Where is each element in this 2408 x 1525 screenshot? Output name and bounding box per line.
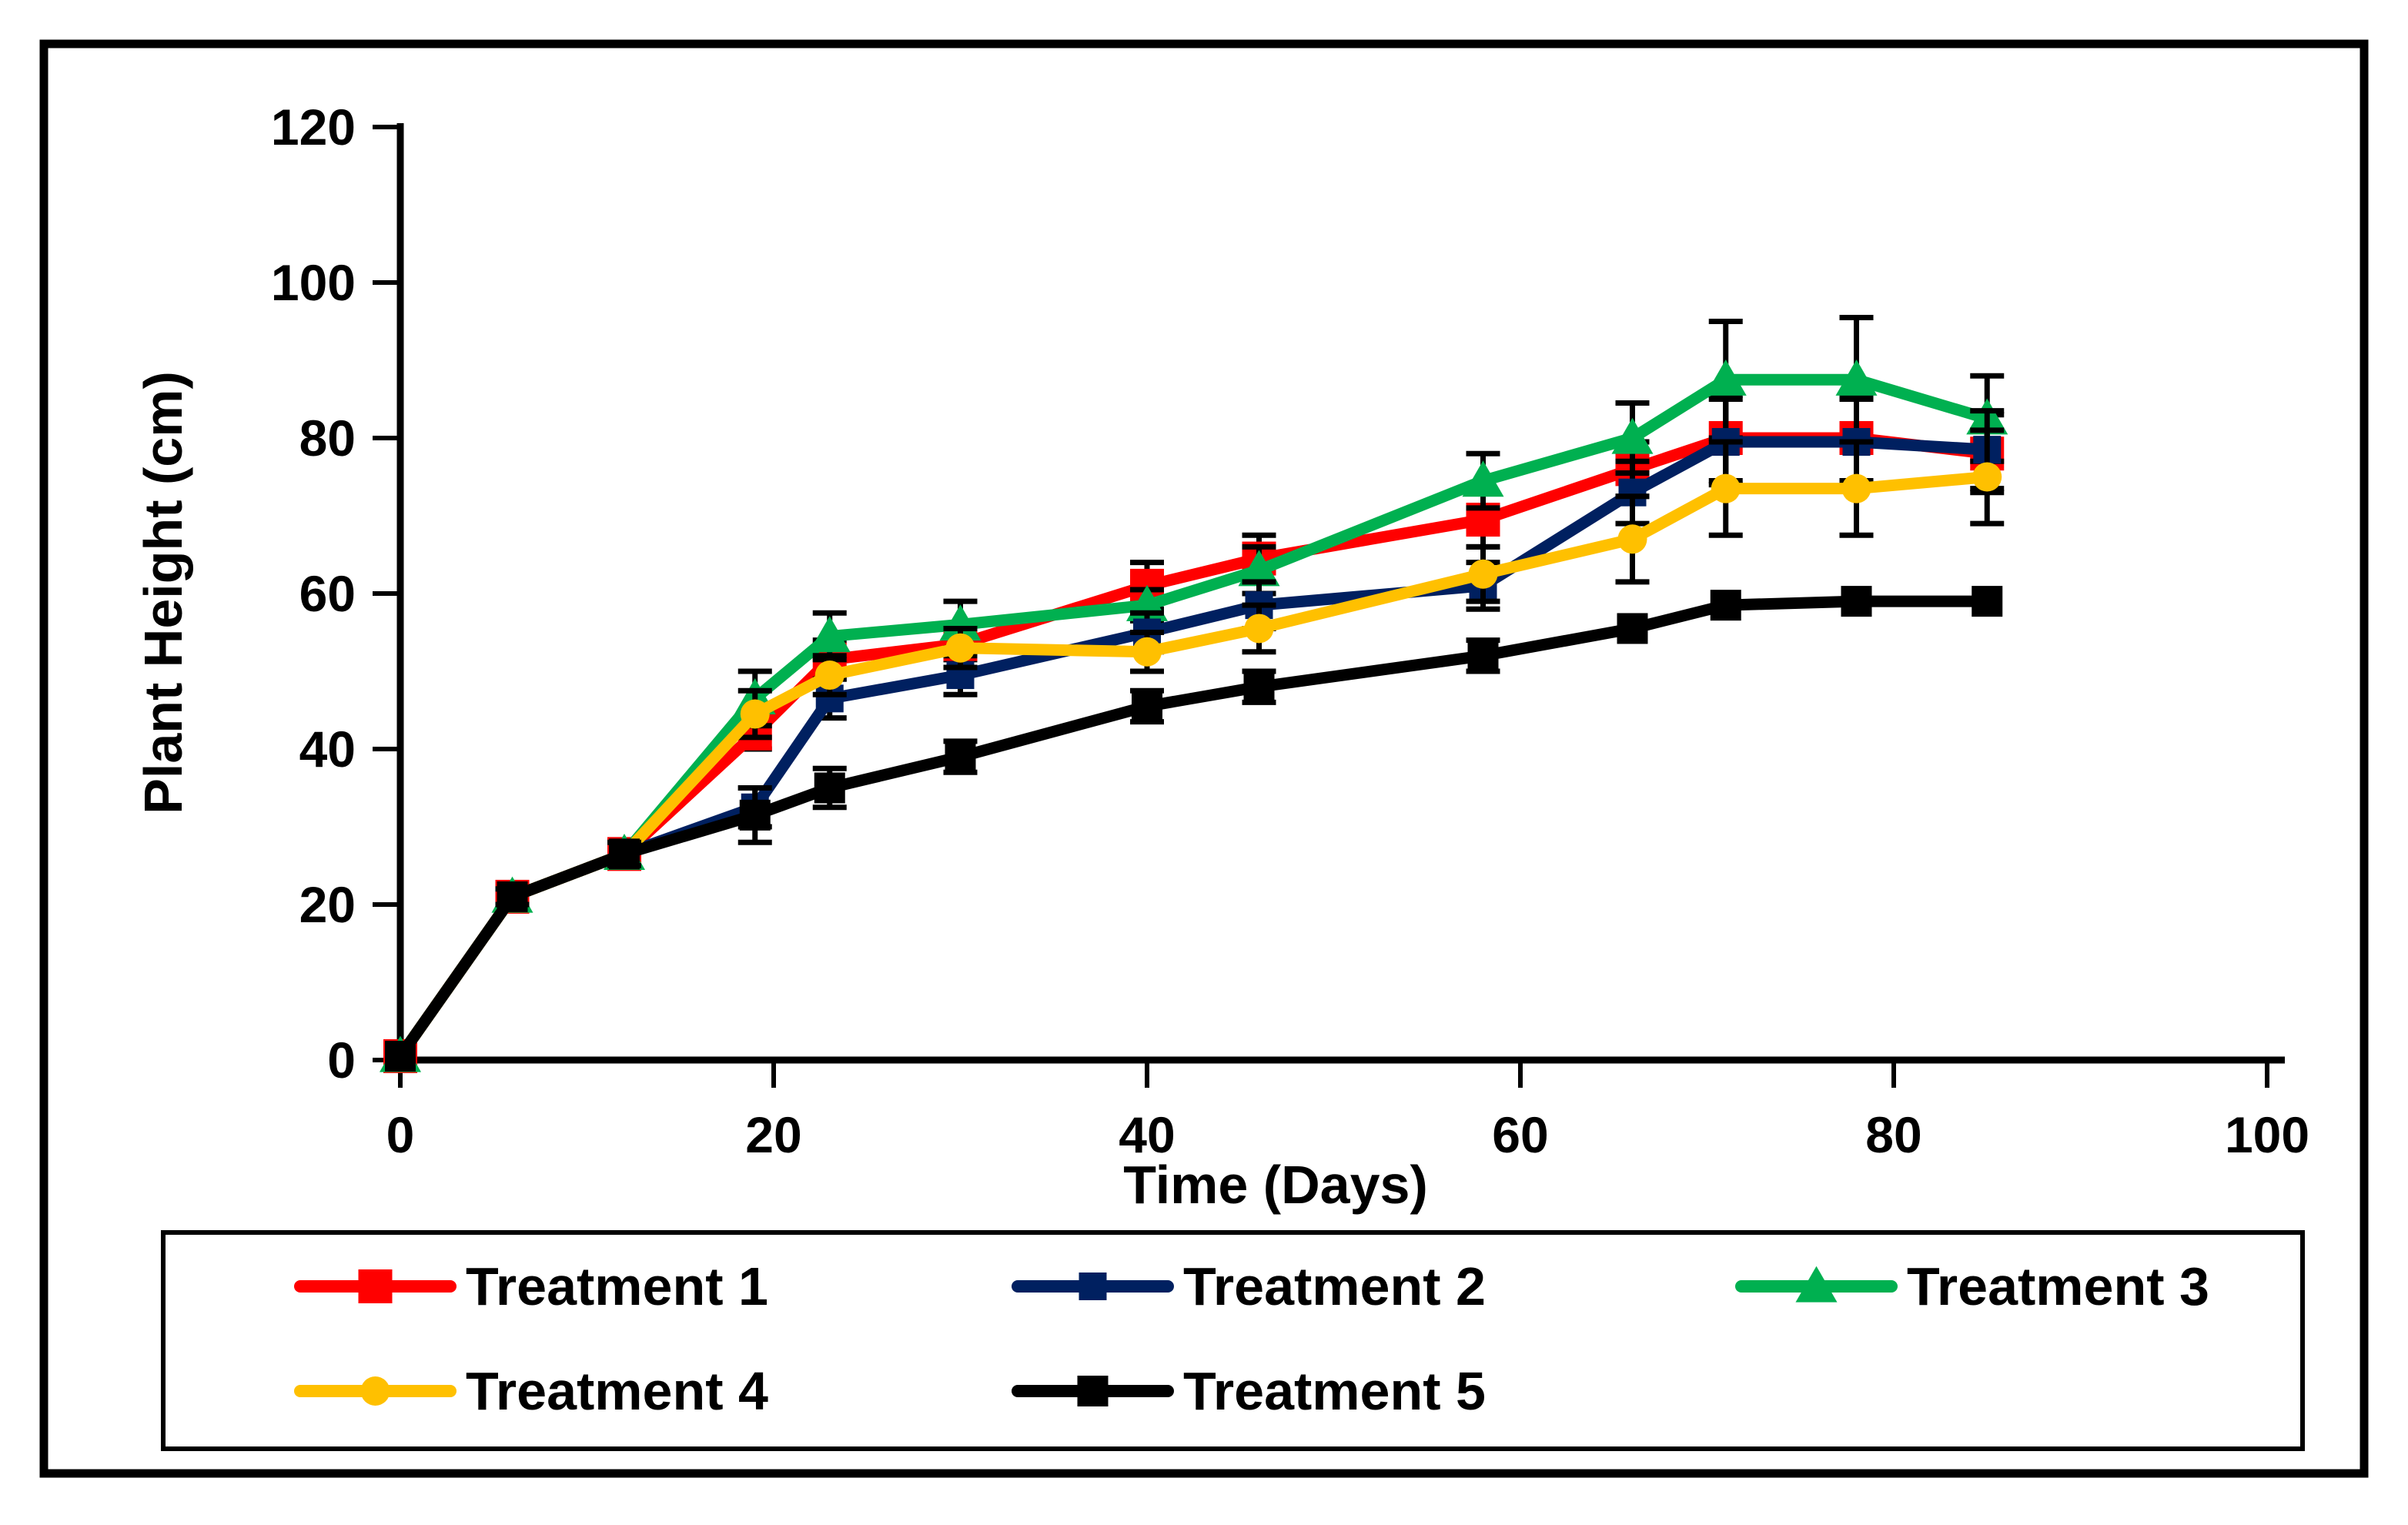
square-marker: [1132, 691, 1162, 722]
x-axis-ticks: 0 20 40 60 80 100: [386, 1060, 2309, 1163]
x-tick-label: 40: [1119, 1106, 1175, 1163]
circle-marker: [1841, 473, 1871, 503]
square-marker: [1841, 586, 1872, 617]
triangle-marker: [1611, 417, 1654, 454]
x-tick-label: 100: [2225, 1106, 2309, 1163]
circle-marker: [1972, 462, 2002, 492]
square-marker: [1710, 590, 1741, 621]
square-marker: [739, 799, 771, 831]
x-tick-label: 0: [386, 1106, 415, 1163]
circle-marker: [1711, 473, 1741, 503]
square-marker: [385, 1040, 416, 1072]
legend-label: Treatment 4: [466, 1361, 768, 1421]
legend-square-marker: [1077, 1376, 1109, 1406]
square-marker: [945, 741, 976, 773]
triangle-marker: [1704, 359, 1747, 396]
x-tick-label: 20: [745, 1106, 801, 1163]
series-markers-treatment-5: [385, 586, 2003, 1072]
y-tick-label: 60: [299, 565, 356, 622]
y-axis-ticks: 0 20 40 60 80 100 120: [271, 99, 400, 1089]
legend-square-marker: [358, 1269, 393, 1303]
circle-marker: [814, 660, 844, 691]
legend-square-marker: [1079, 1273, 1107, 1300]
circle-marker: [1244, 614, 1274, 644]
legend-item-treatment-4: Treatment 4: [294, 1361, 768, 1421]
x-tick-label: 60: [1492, 1106, 1548, 1163]
legend-triangle-marker: [1795, 1266, 1838, 1303]
circle-marker: [1617, 524, 1647, 554]
triangle-marker: [1462, 460, 1504, 497]
legend-item-treatment-2: Treatment 2: [1012, 1256, 1486, 1316]
series-treatment-5: [385, 586, 2003, 1072]
triangle-marker: [808, 616, 851, 653]
circle-marker: [740, 699, 770, 729]
circle-marker: [945, 633, 975, 663]
triangle-marker: [939, 604, 982, 641]
square-marker: [1243, 671, 1275, 703]
y-tick-label: 120: [271, 99, 356, 156]
square-marker: [1467, 640, 1499, 671]
legend-items: Treatment 1 Treatment 2 Treatment 3 Treatme…: [294, 1256, 2209, 1421]
y-tick-label: 20: [299, 876, 356, 933]
square-marker: [1617, 613, 1648, 644]
legend-label: Treatment 3: [1907, 1256, 2209, 1316]
square-marker: [1972, 586, 2003, 617]
y-axis-title: Plant Height (cm): [133, 371, 193, 814]
legend-item-treatment-3: Treatment 3: [1735, 1256, 2209, 1316]
legend-label: Treatment 2: [1183, 1256, 1486, 1316]
legend: Treatment 1 Treatment 2 Treatment 3 Treatme…: [161, 1230, 2305, 1451]
legend-item-treatment-1: Treatment 1: [294, 1256, 768, 1316]
x-axis-title: Time (Days): [1123, 1155, 1428, 1215]
circle-marker: [1468, 559, 1498, 589]
legend-circle-marker: [360, 1376, 390, 1406]
figure-border: [39, 39, 2369, 1478]
triangle-marker: [1835, 359, 1878, 396]
circle-marker: [1132, 637, 1162, 667]
triangle-marker: [1238, 550, 1280, 587]
y-tick-label: 80: [299, 410, 356, 467]
legend-box: [161, 1230, 2305, 1451]
y-tick-label: 100: [271, 254, 356, 311]
axes: 0 20 40 60 80 100 120 0 20 40 60 80 100 Time (Days)…: [133, 99, 2309, 1215]
x-tick-label: 80: [1865, 1106, 1921, 1163]
square-marker: [814, 772, 845, 804]
legend-label: Treatment 1: [466, 1256, 768, 1316]
square-marker: [497, 881, 528, 912]
legend-item-treatment-5: Treatment 5: [1012, 1361, 1486, 1421]
series-layer: [380, 314, 2008, 1073]
y-tick-label: 0: [327, 1032, 356, 1089]
legend-label: Treatment 5: [1183, 1361, 1486, 1421]
square-marker: [609, 838, 640, 870]
y-tick-label: 40: [299, 721, 356, 778]
